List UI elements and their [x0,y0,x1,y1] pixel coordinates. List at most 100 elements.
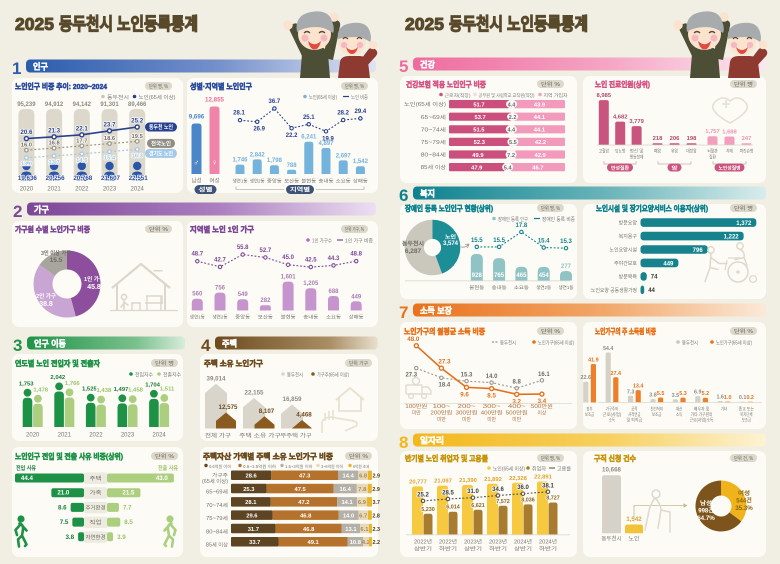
svg-text:생연2동: 생연2동 [213,314,229,321]
svg-text:주야간보호: 주야간보호 [614,260,637,267]
svg-text:노인(65세 이상): 노인(65세 이상) [493,466,525,473]
svg-text:기타: 기타 [721,406,727,413]
svg-text:1,688: 1,688 [722,130,737,136]
svg-text:45.8: 45.8 [87,284,101,291]
svg-text:암: 암 [672,165,679,172]
svg-text:26.9: 26.9 [253,126,265,132]
svg-text:12,855: 12,855 [205,97,224,104]
svg-text:5.2: 5.2 [702,391,710,397]
svg-text:1: 1 [12,59,21,78]
svg-text:28.5: 28.5 [442,491,454,497]
svg-text:277: 277 [561,264,572,270]
svg-text:54.4: 54.4 [603,346,614,352]
svg-text:13.7: 13.7 [48,160,59,166]
svg-text:16.0: 16.0 [21,143,32,149]
svg-text:6,287: 6,287 [405,248,422,255]
svg-text:7.7: 7.7 [123,504,132,511]
svg-text:생연1동: 생연1동 [190,314,206,321]
svg-text:2023년: 2023년 [464,538,482,546]
svg-text:당뇨병: 당뇨병 [615,148,625,154]
svg-text:노인(65세 이상): 노인(65세 이상) [139,94,176,101]
svg-text:노인(65세 이상): 노인(65세 이상) [309,94,337,101]
svg-text:4.4: 4.4 [507,128,516,134]
svg-text:단위 %: 단위 % [149,226,169,233]
svg-text:취업자: 취업자 [532,466,546,473]
svg-text:70~74세: 70~74세 [421,126,447,133]
svg-text:동두천시: 동두천시 [500,340,516,347]
svg-text:12,575: 12,575 [219,404,238,411]
svg-text:5.4: 5.4 [504,165,513,171]
svg-text:3.9: 3.9 [117,534,126,541]
svg-text:25.2: 25.2 [417,492,429,498]
svg-text:15.3: 15.3 [461,373,473,379]
svg-text:7: 7 [399,303,408,322]
svg-text:소득 보장: 소득 보장 [420,306,452,316]
svg-text:복지단체: 복지단체 [740,411,752,418]
svg-text:2021: 2021 [47,187,61,193]
svg-text:3,779: 3,779 [629,119,644,125]
svg-text:노인인구 비중 추이: 2020~2024: 노인인구 비중 추이: 2020~2024 [15,81,108,91]
svg-text:48.7: 48.7 [191,252,203,258]
svg-text:282: 282 [260,298,271,304]
svg-text:2,697: 2,697 [336,153,352,159]
svg-text:전출자수: 전출자수 [163,372,181,379]
svg-text:중앙동: 중앙동 [235,314,251,321]
svg-text:22,551: 22,551 [129,175,148,182]
svg-text:노인: 노인 [445,233,456,241]
svg-text:미만: 미만 [512,415,521,423]
svg-text:동두천시 노인등록통계: 동두천시 노인등록통계 [449,14,588,34]
svg-text:449: 449 [663,261,674,267]
svg-text:65~69세: 65~69세 [206,489,228,496]
svg-text:단위 %: 단위 % [349,453,369,460]
svg-text:(65세 이상): (65세 이상) [202,478,228,485]
svg-text:198: 198 [687,136,697,142]
svg-text:44.1: 44.1 [534,128,546,134]
svg-text:5.5: 5.5 [509,140,517,146]
svg-text:7.2: 7.2 [507,153,515,159]
svg-text:공무원 및 사립학교 교직원(직장): 공무원 및 사립학교 교직원(직장) [479,92,535,99]
svg-text:31.0: 31.0 [467,489,479,495]
svg-text:688: 688 [328,289,339,295]
svg-text:38.1: 38.1 [542,483,554,489]
svg-text:질환: 질환 [709,154,716,160]
svg-text:85세 이상: 85세 이상 [206,542,228,549]
svg-text:가구주의: 가구주의 [606,406,618,413]
svg-text:1.5~3억원 이하: 1.5~3억원 이하 [285,463,313,470]
svg-text:3.5: 3.5 [672,393,680,399]
svg-text:노인가구의 주 소득원 비중: 노인가구의 주 소득원 비중 [595,326,656,336]
svg-text:15.3: 15.3 [560,239,572,245]
svg-text:6: 6 [399,186,408,205]
svg-text:500만원: 500만원 [531,402,553,410]
svg-text:8.8: 8.8 [513,380,522,386]
svg-text:42.7: 42.7 [214,257,226,263]
svg-text:28.6: 28.6 [246,474,258,480]
svg-text:노인요양시설: 노인요양시설 [609,247,637,254]
svg-text:14.0: 14.0 [486,374,498,380]
svg-text:지역 가입자: 지역 가입자 [544,92,569,99]
svg-text:29.6: 29.6 [246,514,258,520]
svg-text:2024: 2024 [131,187,145,193]
svg-text:218: 218 [653,136,663,142]
svg-text:18.4: 18.4 [439,382,451,388]
svg-text:53.7: 53.7 [474,115,485,121]
svg-text:단위 %: 단위 % [155,453,175,460]
svg-text:549: 549 [238,292,249,298]
svg-text:1,601: 1,601 [281,275,297,281]
svg-text:5: 5 [399,57,408,76]
svg-text:2025: 2025 [405,14,444,34]
svg-text:공적: 공적 [631,406,637,413]
svg-text:28.2: 28.2 [337,111,349,117]
svg-text:인구: 인구 [33,62,48,72]
svg-text:796: 796 [693,248,704,254]
svg-text:74: 74 [651,275,658,281]
svg-text:배우자 및: 배우자 및 [694,406,710,413]
svg-text:29.4: 29.4 [355,109,367,115]
svg-text:건강보험 적용 노인인구 비중: 건강보험 적용 노인인구 비중 [406,79,486,89]
svg-text:2.9: 2.9 [372,487,380,493]
svg-text:노인인구 전입 및 전출 사유 비중(상위): 노인인구 전입 및 전출 사유 비중(상위) [15,451,123,461]
svg-text:75~79세: 75~79세 [206,515,228,522]
svg-text:1,478: 1,478 [33,387,48,393]
svg-text:가구주: 가구주 [212,472,228,479]
svg-text:21.0: 21.0 [57,490,70,497]
svg-text:20,256: 20,256 [46,175,65,182]
